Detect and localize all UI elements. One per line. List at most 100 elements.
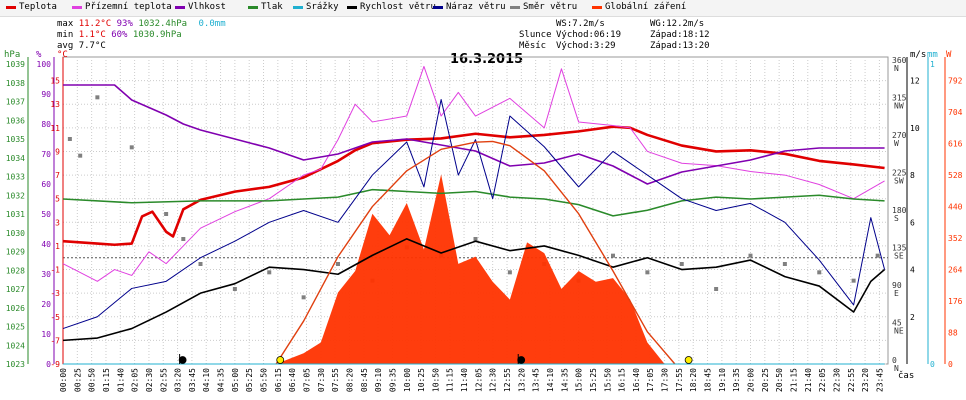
y-tick-hpa: 1030: [6, 229, 25, 238]
axis-unit-ms: m/s: [910, 50, 926, 60]
wind-direction-point: [473, 237, 478, 241]
stat-max-rain: 0.0mm: [198, 19, 226, 29]
x-tick-label: 23:20: [861, 368, 870, 392]
y-tick-hpa: 1034: [6, 154, 25, 163]
legend-item[interactable]: Přízemní teplota: [72, 2, 172, 12]
chart-title: 16.3.2015: [450, 52, 524, 67]
legend-item[interactable]: Teplota: [6, 2, 57, 12]
y-tick-winddir-label: N: [894, 364, 899, 373]
x-tick-label: 15:00: [575, 368, 584, 392]
x-tick-label: 11:15: [446, 368, 455, 392]
y-tick-winddir: 360: [892, 56, 907, 65]
y-tick-pct: 60: [41, 180, 51, 189]
legend-item[interactable]: Náraz větru: [433, 2, 506, 12]
x-tick-label: 05:50: [260, 368, 269, 392]
wind-direction-point: [875, 253, 880, 258]
x-tick-label: 22:05: [818, 368, 827, 392]
stat-label: avg: [57, 41, 74, 51]
x-tick-label: 18:20: [689, 368, 698, 392]
y-tick-w: 792: [948, 77, 963, 86]
moon-label: Měsíc: [519, 41, 547, 51]
x-tick-label: 03:45: [188, 368, 197, 392]
x-tick-label: 08:45: [360, 368, 369, 392]
y-tick-hpa: 1029: [6, 248, 25, 257]
x-tick-label: 14:35: [560, 368, 569, 392]
y-tick-winddir-label: N: [894, 64, 899, 73]
legend-item[interactable]: Globální záření: [592, 2, 686, 12]
legend-label: Srážky: [306, 2, 339, 12]
wind-direction-point: [95, 95, 100, 100]
wind-direction-point: [748, 253, 753, 258]
y-tick-w: 440: [948, 203, 963, 212]
y-tick-hpa: 1033: [6, 173, 25, 182]
y-tick-mm: 0: [930, 360, 935, 369]
x-tick-label: 21:40: [804, 368, 813, 392]
legend-item[interactable]: Tlak: [248, 2, 283, 12]
legend-swatch: [6, 5, 16, 9]
legend-item[interactable]: Vlhkost: [175, 2, 226, 12]
y-tick-hpa: 1035: [6, 135, 25, 144]
stat-max-temp: 11.2°C: [78, 19, 112, 29]
x-tick-label: 11:40: [460, 368, 469, 392]
y-tick-ms: 12: [910, 77, 920, 86]
y-tick-winddir-label: NW: [894, 102, 904, 111]
y-tick-degc: -9: [50, 360, 60, 369]
y-tick-pct: 100: [37, 60, 52, 69]
y-tick-ms: 6: [910, 218, 915, 227]
series-line: [62, 188, 885, 217]
stats-avg: avg 7.7°C: [57, 41, 106, 51]
x-tick-label: 10:25: [417, 368, 426, 392]
moonset-time: Západ:13:20: [650, 41, 710, 51]
x-tick-label: 02:30: [145, 368, 154, 392]
y-tick-w: 704: [948, 108, 963, 117]
y-tick-degc: -7: [50, 336, 60, 345]
y-tick-w: 0: [948, 360, 953, 369]
series-line: [62, 99, 886, 330]
x-tick-label: 05:00: [231, 368, 240, 392]
stat-max-press: 1032.4hPa: [138, 19, 188, 29]
x-tick-label: 15:25: [589, 368, 598, 392]
x-tick-label: 17:05: [646, 368, 655, 392]
y-tick-pct: 10: [41, 330, 51, 339]
wind-direction-point: [198, 262, 203, 266]
wind-direction-point: [611, 253, 615, 258]
x-tick-label: 13:20: [517, 368, 526, 392]
axis-unit-w: W: [946, 50, 952, 60]
stats-min: min 1.1°C 60% 1030.9hPa: [57, 30, 182, 40]
legend-swatch: [248, 5, 258, 9]
legend-item[interactable]: Rychlost větru: [347, 2, 436, 12]
y-tick-degc: 9: [55, 147, 60, 156]
legend-item[interactable]: Srážky: [293, 2, 339, 12]
y-tick-hpa: 1039: [6, 60, 25, 69]
legend-item[interactable]: Směr větru: [510, 2, 577, 12]
wind-direction-point: [78, 153, 83, 158]
stat-label: min: [57, 30, 74, 40]
y-tick-w: 88: [948, 329, 958, 338]
y-tick-hpa: 1031: [6, 210, 25, 219]
legend-label: Tlak: [261, 2, 283, 12]
x-tick-label: 12:55: [503, 368, 512, 392]
x-tick-label: 17:30: [661, 368, 670, 392]
x-tick-label: 02:05: [131, 368, 140, 392]
series-line: [62, 238, 886, 342]
sunrise-time: Východ:06:19: [556, 30, 622, 40]
y-tick-hpa: 1028: [6, 266, 25, 275]
y-tick-ms: 10: [910, 124, 920, 133]
y-tick-winddir-label: S: [894, 214, 899, 223]
y-tick-ms: 2: [910, 313, 915, 322]
x-tick-label: 01:15: [102, 368, 111, 392]
x-tick-label: 09:35: [388, 368, 397, 392]
x-tick-label: 16:40: [632, 368, 641, 392]
y-tick-ms: 4: [910, 266, 915, 275]
y-tick-winddir: 0: [892, 356, 897, 365]
y-tick-winddir-label: W: [894, 139, 899, 148]
y-tick-w: 616: [948, 140, 963, 149]
y-tick-w: 264: [948, 266, 963, 275]
x-tick-label: 21:15: [789, 368, 798, 392]
x-tick-label: 02:55: [159, 368, 168, 392]
y-tick-pct: 0: [46, 360, 51, 369]
x-tick-label: 06:40: [288, 368, 297, 392]
axis-unit-degc: °C: [57, 50, 68, 60]
x-tick-label: 05:25: [245, 368, 254, 392]
